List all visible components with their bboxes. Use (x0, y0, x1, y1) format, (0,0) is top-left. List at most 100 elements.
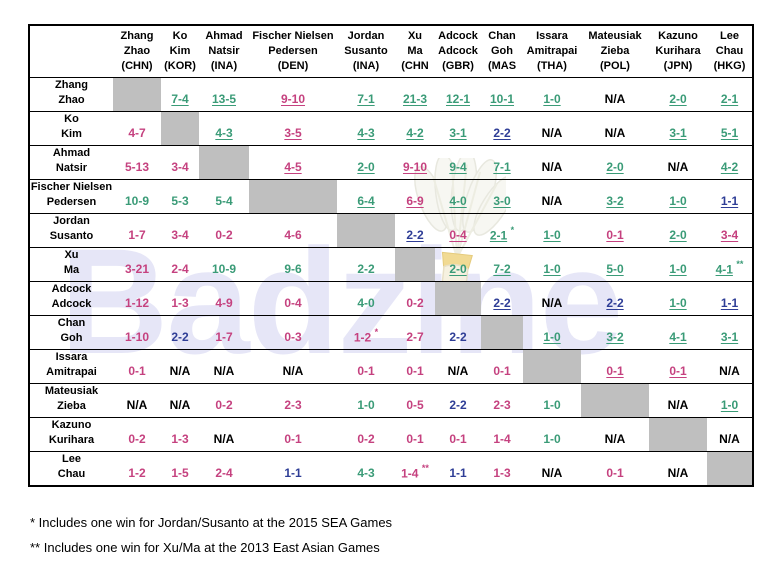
h2h-cell: 1-3 (171, 432, 189, 446)
h2h-cell: 4-1 ** (715, 258, 744, 276)
h2h-cell: 3-5 (284, 126, 302, 140)
row-header: Lee Chau (57, 453, 86, 480)
self-cell (199, 145, 249, 180)
h2h-cell: 0-2 (215, 228, 233, 242)
column-header: Chan Goh (MAS (487, 30, 517, 72)
h2h-cell: N/A (667, 398, 689, 412)
h2h-cell: 2-2 (493, 126, 511, 140)
h2h-cell: 3-2 (606, 330, 624, 344)
h2h-cell: 1-2 (128, 466, 146, 480)
h2h-cell: 2-0 (357, 160, 375, 174)
h2h-cell: 0-1 (357, 364, 375, 378)
h2h-cell: 4-2 (406, 126, 424, 140)
h2h-cell: 0-1 (606, 228, 624, 242)
h2h-cell: 1-2 * (353, 326, 379, 344)
row-header: Issara Amitrapai (46, 351, 97, 378)
h2h-cell: 1-1 (284, 466, 302, 480)
h2h-cell: 4-9 (215, 296, 233, 310)
h2h-cell: 0-2 (406, 296, 424, 310)
h2h-cell: 2-3 (284, 398, 302, 412)
h2h-cell: 9-6 (284, 262, 302, 276)
h2h-cell: 2-2 (493, 296, 511, 310)
h2h-cell: 1-0 (720, 398, 739, 412)
h2h-cell: 0-4 (284, 296, 302, 310)
h2h-cell: N/A (719, 432, 740, 446)
h2h-cell: 1-0 (543, 432, 561, 446)
h2h-cell: 1-12 (124, 296, 150, 310)
h2h-cell: N/A (282, 364, 304, 378)
h2h-cell: 1-10 (124, 330, 150, 344)
h2h-cell: 3-4 (171, 160, 189, 174)
table-row: Zhang Zhao 7-4 13-5 9-10 7-1 21-3 12-1 10-1 1-0 N/… (29, 77, 753, 112)
h2h-cell: 1-7 (215, 330, 233, 344)
h2h-cell: N/A (541, 466, 563, 480)
h2h-cell: 2-3 (493, 398, 511, 412)
self-cell (435, 281, 481, 316)
h2h-cell: 2-0 (449, 262, 467, 276)
h2h-cell: 0-2 (128, 432, 146, 446)
h2h-cell: 2-2 (606, 296, 624, 310)
h2h-cell: N/A (213, 432, 235, 446)
h2h-cell: 4-3 (357, 466, 375, 480)
h2h-cell: 0-5 (406, 398, 424, 412)
h2h-cell: 4-3 (357, 126, 375, 140)
table-row: Chan Goh 1-10 2-2 1-7 0-3 1-2 * 2-7 2-2 1-0 3-2 4-1… (29, 315, 753, 350)
h2h-cell: 5-3 (171, 194, 189, 208)
column-header: Mateusiak Zieba (POL) (588, 30, 642, 72)
h2h-cell: 3-1 (720, 330, 739, 344)
h2h-cell: 6-4 (357, 194, 375, 208)
table-row: Ko Kim 4-7 4-3 3-5 4-3 4-2 3-1 2-2 N/A N/A 3-1 5-1 (29, 111, 753, 146)
column-header: Zhang Zhao (CHN) (120, 30, 154, 72)
h2h-cell: 3-2 (606, 194, 624, 208)
footnote-sea-games: * Includes one win for Jordan/Susanto at… (30, 515, 393, 530)
row-header: Chan Goh (57, 317, 86, 344)
table-row: Xu Ma 3-21 2-4 10-9 9-6 2-2 2-0 7-2 1-0 5-0 1-0 4-1 … (29, 247, 753, 282)
self-cell (523, 349, 581, 384)
self-cell (649, 417, 707, 452)
self-cell (581, 383, 649, 418)
h2h-cell: 0-1 (493, 364, 511, 378)
h2h-cell: 1-1 (720, 296, 739, 310)
h2h-cell: 2-2 (449, 330, 467, 344)
h2h-cell: 1-4 (493, 432, 511, 446)
h2h-cell: 1-1 (720, 194, 739, 208)
h2h-cell: N/A (667, 160, 689, 174)
h2h-cell: 4-7 (128, 126, 146, 140)
row-header: Jordan Susanto (49, 215, 94, 242)
h2h-cell: 1-0 (669, 262, 687, 276)
h2h-cell: 2-1 (720, 92, 739, 106)
table-row: Adcock Adcock 1-12 1-3 4-9 0-4 4-0 0-2 2-2 N/A 2-2… (29, 281, 753, 316)
h2h-cell: 0-1 (284, 432, 302, 446)
h2h-cell: 12-1 (445, 92, 471, 106)
h2h-cell: 7-4 (171, 92, 189, 106)
h2h-cell: N/A (604, 432, 626, 446)
h2h-cell: 1-0 (357, 398, 375, 412)
h2h-cell: 2-0 (606, 160, 624, 174)
h2h-cell: N/A (604, 92, 626, 106)
h2h-cell: N/A (719, 364, 740, 378)
h2h-cell: 2-4 (171, 262, 189, 276)
column-header: Issara Amitrapai (THA) (526, 30, 578, 72)
h2h-cell: 3-1 (669, 126, 687, 140)
h2h-cell: 4-1 (669, 330, 687, 344)
self-cell (395, 247, 435, 282)
self-cell (161, 111, 199, 146)
h2h-cell: 7-2 (493, 262, 511, 276)
h2h-cell: 21-3 (402, 92, 428, 106)
h2h-cell: 0-2 (357, 432, 375, 446)
h2h-cell: 4-0 (449, 194, 467, 208)
h2h-cell: 4-3 (215, 126, 233, 140)
table-row: Mateusiak Zieba N/A N/A 0-2 2-3 1-0 0-5 2-2 2-3 1-… (29, 383, 753, 418)
h2h-cell: 1-0 (543, 92, 561, 106)
h2h-cell: 1-0 (543, 330, 561, 344)
footnote-east-asian-games: ** Includes one win for Xu/Ma at the 201… (30, 540, 380, 555)
shuttlecock-icon (410, 150, 517, 333)
column-header: Ko Kim (KOR) (164, 30, 196, 72)
h2h-cell: 3-0 (493, 194, 511, 208)
h2h-cell: 1-0 (669, 296, 687, 310)
h2h-cell: 2-2 (171, 330, 189, 344)
h2h-cell: 2-2 (357, 262, 375, 276)
h2h-cell: 1-3 (493, 466, 511, 480)
self-cell (337, 213, 395, 248)
h2h-cell: 0-1 (128, 364, 146, 378)
